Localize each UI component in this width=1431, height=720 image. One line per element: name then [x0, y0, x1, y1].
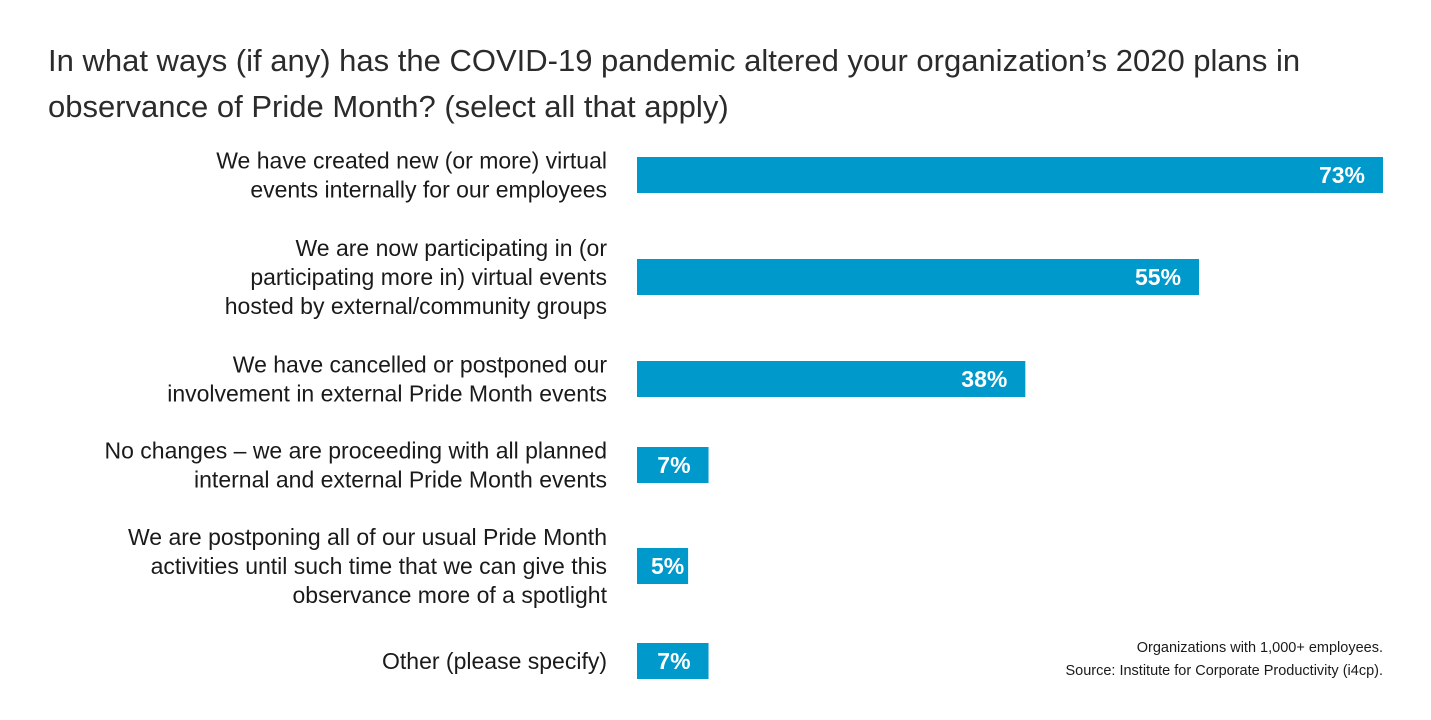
category-label-4: No changes – we are proceeding with all … [105, 438, 608, 493]
category-label-line: hosted by external/community groups [225, 293, 607, 319]
category-label-line: internal and external Pride Month events [194, 467, 607, 493]
category-label-line: We have cancelled or postponed our [233, 352, 608, 378]
bar-4 [637, 447, 709, 483]
bar-2 [637, 259, 1200, 295]
category-label-line: activities until such time that we can g… [151, 553, 607, 579]
category-label-3: We have cancelled or postponed our involv… [167, 352, 607, 407]
value-label-3: 38% [961, 366, 1007, 392]
sample-note: Organizations with 1,000+ employees. [1136, 640, 1383, 656]
value-label-6: 7% [657, 648, 690, 674]
category-label-line: observance more of a spotlight [292, 582, 607, 608]
value-label-4: 7% [657, 452, 690, 478]
category-label-line: events internally for our employees [250, 177, 607, 203]
category-label-2: We are now participating in (or participa… [225, 235, 608, 319]
value-label-5: 5% [651, 553, 684, 579]
value-label-1: 73% [1319, 162, 1365, 188]
bar-1 [637, 157, 1383, 193]
category-label-5: We are postponing all of our usual Pride… [128, 524, 608, 608]
category-label-line: No changes – we are proceeding with all … [105, 438, 608, 464]
bar-6 [637, 643, 709, 679]
value-label-2: 55% [1135, 264, 1181, 290]
category-label-1: We have created new (or more) virtual eve… [216, 148, 607, 203]
chart-title: In what ways (if any) has the COVID-19 p… [48, 43, 1301, 124]
category-label-line: We have created new (or more) virtual [216, 148, 607, 174]
bar-5 [637, 548, 689, 584]
category-label-line: participating more in) virtual events [250, 264, 607, 290]
category-label-line: Other (please specify) [382, 648, 607, 674]
category-label-6: Other (please specify) [382, 648, 607, 674]
category-label-line: We are now participating in (or [296, 235, 608, 261]
category-label-line: involvement in external Pride Month even… [167, 381, 607, 407]
bar-3 [637, 361, 1026, 397]
source-note: Source: Institute for Corporate Producti… [1065, 663, 1383, 679]
category-label-line: We are postponing all of our usual Pride… [128, 524, 607, 550]
